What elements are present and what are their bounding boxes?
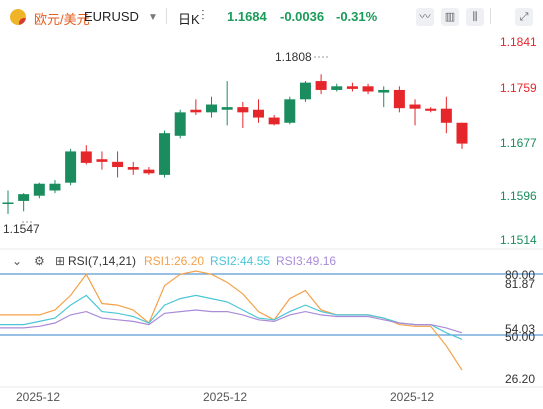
price-change: -0.0036 [280,9,325,24]
x-tick: 2025-12 [390,390,434,404]
candle-body [127,167,139,170]
price-axis: 1.1841 1.1759 1.1677 1.1596 1.1514 [500,35,537,247]
candle-body [206,104,218,113]
symbol-header: 欧元/美元 EURUSD ▼ 日K ⫶ 1.1684 -0.0036 -0.31… [0,0,543,32]
candle-body [96,159,108,162]
price-tick: 1.1759 [500,81,537,95]
candle-body [33,183,45,196]
candle-body [18,194,30,201]
rsi-tick: 81.87 [505,277,535,291]
candle-body [284,99,296,123]
rsi-label[interactable]: RSI(7,14,21) [68,254,137,268]
symbol-code[interactable]: EURUSD [84,9,139,24]
candle-body [80,151,92,163]
indicator-icon[interactable]: ⫶ [201,7,205,23]
candle-body [65,151,77,183]
rsi3-value: RSI3:49.16 [276,254,337,268]
candle-body [456,122,468,144]
settings-icon[interactable]: ⫼ [466,8,484,26]
chevron-down-icon[interactable]: ▼ [148,12,158,23]
price-tick: 1.1841 [500,35,537,49]
add-indicator-icon[interactable]: ⊞ [55,254,66,268]
price-tick: 1.1514 [500,233,537,247]
draw-icon[interactable]: 〰 [416,8,434,26]
x-axis: 2025-12 2025-12 2025-12 [0,386,543,404]
low-annotation: 1.1547 [3,222,40,236]
fullscreen-icon[interactable]: ⤢ [515,8,533,26]
divider [490,8,491,24]
price-change-percent: -0.31% [336,9,378,24]
candle-body [237,107,249,113]
candle-body [174,112,186,136]
candle-body [378,89,390,93]
high-annotation: 1.1808 [275,50,312,64]
candle-body [315,81,327,90]
candle-body [143,169,155,174]
settings-icon[interactable]: ⚙ [34,254,45,268]
candle-body [346,86,358,89]
rsi2-value: RSI2:44.55 [210,254,271,268]
collapse-icon[interactable]: ⌄ [12,254,23,268]
candle-body [252,109,264,118]
candle-body [190,109,202,113]
period-selector[interactable]: 日K [178,12,200,27]
price-tick: 1.1677 [500,136,537,150]
candle-body [440,108,452,123]
symbol-name[interactable]: 欧元/美元 [34,12,90,27]
candle-body [221,107,233,110]
candle-body [425,108,437,111]
rsi-tick: 50.00 [505,330,535,344]
rsi-tick: 26.20 [505,372,535,386]
compare-icon[interactable]: ▥ [441,8,459,26]
price-tick: 1.1596 [500,189,537,203]
candle-body [159,133,171,175]
rsi3-line [0,309,463,334]
current-price: 1.1684 [227,9,267,24]
divider [166,8,167,24]
candle-body [362,86,374,92]
candle-body [268,117,280,125]
candle-body [2,202,14,204]
candle-body [299,82,311,100]
x-tick: 2025-12 [16,390,60,404]
candles [2,74,468,214]
rsi2-line [0,294,463,340]
rsi-tick: 80.00 [505,268,535,282]
candle-body [409,104,421,109]
candle-body [112,161,124,168]
currency-flag-icon [10,9,26,25]
rsi-tick: 54.03 [505,322,535,336]
candle-body [331,86,343,90]
candle-body [393,89,405,109]
candle-body [49,183,61,191]
x-tick: 2025-12 [203,390,247,404]
rsi-pane: 80.00 81.87 54.03 50.00 26.20 [0,268,543,386]
rsi1-value: RSI1:26.20 [144,254,205,268]
